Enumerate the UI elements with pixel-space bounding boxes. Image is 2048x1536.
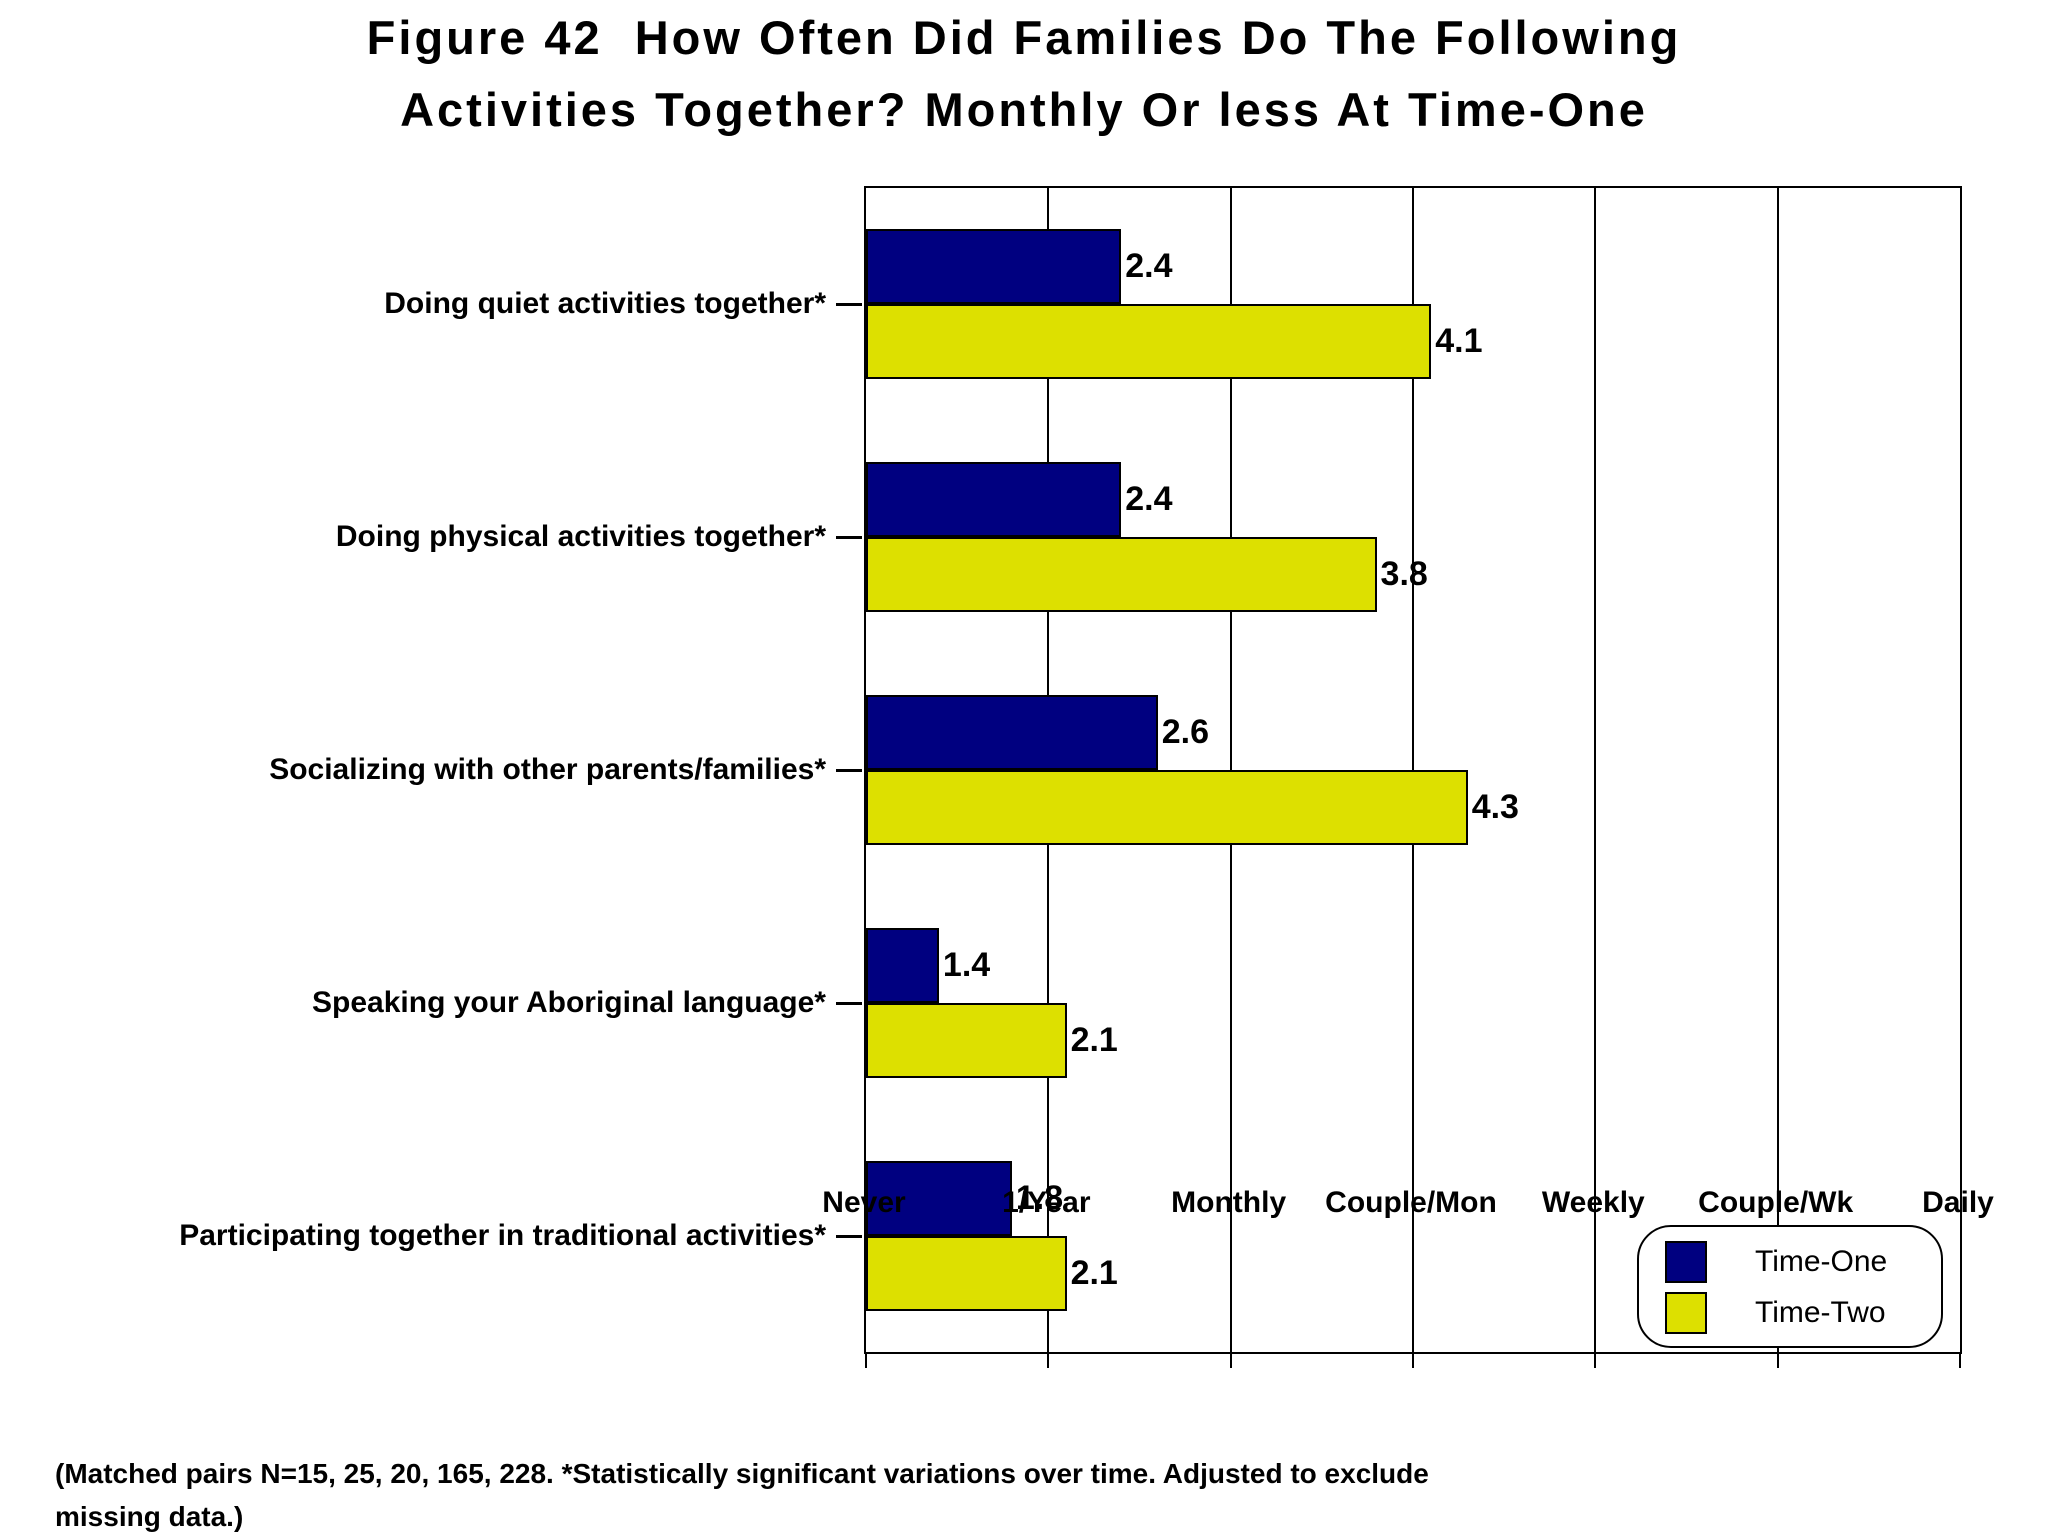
legend-item-time-one: Time-One	[1665, 1240, 1887, 1284]
bar-time-two	[866, 770, 1468, 845]
bar-value-label: 2.1	[1070, 1253, 1118, 1292]
category-label: Doing quiet activities together*	[384, 287, 826, 321]
x-axis-tick-label: Daily	[1922, 1186, 1994, 1219]
x-axis-tick-label: 1/Year	[1002, 1186, 1091, 1219]
x-axis-tick-label: Never	[822, 1186, 906, 1219]
x-axis-tick-label: Couple/Mon	[1325, 1186, 1497, 1219]
x-axis-tick	[1959, 1352, 1961, 1368]
bar-value-label: 3.8	[1380, 555, 1428, 594]
category-tick	[836, 1234, 862, 1238]
legend-item-time-two: Time-Two	[1665, 1291, 1886, 1335]
bar-time-two	[866, 537, 1377, 613]
legend-swatch-time-one	[1665, 1241, 1707, 1283]
bar-time-one	[866, 229, 1122, 305]
bar-value-label: 2.1	[1070, 1020, 1118, 1059]
category-tick	[836, 303, 862, 307]
category-tick	[836, 769, 862, 772]
bar-time-two	[866, 1235, 1067, 1311]
x-axis-tick	[1047, 1352, 1050, 1368]
category-label: Participating together in traditional ac…	[179, 1218, 826, 1252]
x-axis-tick-label: Couple/Wk	[1698, 1186, 1854, 1219]
bar-value-label: 1.8	[1015, 1178, 1064, 1217]
legend-label-time-two: Time-Two	[1755, 1296, 1886, 1329]
x-axis-tick-label: Weekly	[1541, 1186, 1645, 1219]
bar-value-label: 2.4	[1125, 480, 1173, 519]
bar-value-label: 1.4	[942, 945, 991, 984]
x-axis-tick	[1594, 1352, 1597, 1368]
footnote-line1: (Matched pairs N=15, 25, 20, 165, 228. *…	[55, 1458, 1429, 1489]
gridline	[1776, 188, 1779, 1352]
bar-time-one	[866, 1160, 1012, 1236]
footnote-line2: missing data.)	[55, 1501, 244, 1532]
chart-plot-area: Time-One Time-Two 2.4 2.4 2.6 1.4 1.8 4.1 3.8 4…	[864, 186, 1962, 1368]
bar-time-two	[866, 304, 1432, 380]
category-label: Socializing with other parents/families*	[269, 753, 826, 786]
chart-title-line1: Figure 42 How Often Did Families Do The …	[366, 11, 1682, 64]
category-tick	[836, 536, 862, 540]
x-axis-tick	[1229, 1352, 1232, 1368]
bar-time-one	[866, 927, 939, 1003]
chart-title-line2: Activities Together? Monthly Or less At …	[400, 83, 1648, 136]
legend-swatch-time-two	[1665, 1292, 1707, 1334]
bar-time-two	[866, 1002, 1067, 1078]
category-tick	[836, 1001, 862, 1005]
legend-label-time-one: Time-One	[1755, 1245, 1888, 1278]
bar-value-label: 4.3	[1471, 788, 1519, 826]
legend: Time-One Time-Two	[1637, 1225, 1943, 1348]
category-label: Speaking your Aboriginal language*	[312, 985, 826, 1019]
bar-value-label: 2.6	[1161, 713, 1209, 751]
x-axis-tick	[1412, 1352, 1414, 1368]
category-label: Doing physical activities together*	[335, 520, 826, 554]
bar-value-label: 2.4	[1125, 247, 1173, 286]
x-axis-tick	[865, 1352, 867, 1368]
gridline	[1594, 188, 1597, 1352]
bar-time-one	[866, 462, 1122, 538]
x-axis-tick	[1776, 1352, 1779, 1368]
bar-value-label: 4.1	[1435, 322, 1483, 361]
x-axis-tick-label: Monthly	[1171, 1186, 1287, 1219]
bar-time-one	[866, 695, 1158, 770]
